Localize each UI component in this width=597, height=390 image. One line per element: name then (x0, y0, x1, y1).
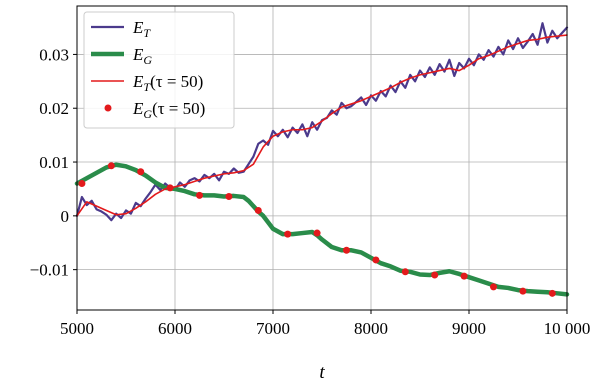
y-tick-label: 0 (61, 207, 70, 226)
data-point-eg-tau (225, 192, 233, 200)
x-tick-label: 7000 (256, 319, 290, 338)
x-tick-label: 10 000 (544, 319, 591, 338)
x-tick-label: 5000 (60, 319, 94, 338)
x-axis-label: t (319, 362, 325, 383)
legend: ET EG ET(τ = 50) EG(τ = 50) (83, 11, 235, 129)
data-point-eg-tau (372, 256, 380, 264)
x-tick-label: 8000 (354, 319, 388, 338)
y-tick-label: 0.02 (39, 99, 69, 118)
legend-item-et-tau: ET(τ = 50) (91, 72, 203, 94)
data-point-eg-tau (431, 271, 439, 279)
x-tick-label: 9000 (452, 319, 486, 338)
legend-box (83, 11, 235, 129)
data-point-eg-tau (78, 180, 86, 188)
y-tick-label: 0.01 (39, 153, 69, 172)
x-tick-label: 6000 (158, 319, 192, 338)
data-point-eg-tau (343, 246, 350, 254)
data-point-eg-tau (196, 191, 203, 199)
legend-marker (104, 104, 112, 112)
data-point-eg-tau (460, 272, 468, 280)
legend-label: ET(τ = 50) (132, 72, 203, 94)
data-point-eg-tau (107, 162, 115, 170)
data-point-eg-tau (548, 289, 556, 297)
y-axis: −0.01 0 0.01 0.02 0.03 (30, 45, 77, 280)
legend-item-eg: EG (91, 45, 152, 67)
plot-frame (76, 5, 568, 311)
plot-area (74, 22, 570, 297)
legend-label: EG (132, 45, 152, 67)
y-tick-label: −0.01 (30, 261, 69, 280)
legend-item-et: ET (91, 18, 151, 40)
legend-label: EG(τ = 50) (132, 99, 205, 121)
data-point-eg-tau (313, 229, 321, 237)
data-point-eg-tau (519, 287, 527, 295)
legend-label: ET (132, 18, 151, 40)
legend-item-eg-tau: EG(τ = 50) (104, 99, 205, 121)
data-point-eg-tau (137, 168, 145, 176)
y-tick-label: 0.03 (39, 45, 69, 64)
x-axis: 5000 6000 7000 8000 9000 10 000 (60, 310, 590, 338)
series-line-eg (74, 162, 570, 297)
data-point-eg-tau (254, 206, 262, 214)
data-point-eg-tau (490, 283, 497, 291)
data-point-eg-tau (166, 184, 174, 192)
series-line-et-tau (76, 34, 568, 217)
data-point-eg-tau (401, 268, 409, 276)
data-point-eg-tau (284, 230, 292, 238)
